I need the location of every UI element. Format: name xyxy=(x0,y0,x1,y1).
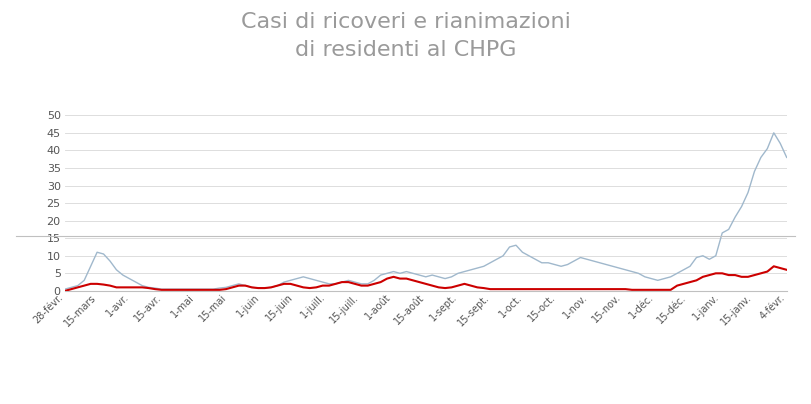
Text: Casi di ricoveri e rianimazioni
di residenti al CHPG: Casi di ricoveri e rianimazioni di resid… xyxy=(241,12,570,60)
